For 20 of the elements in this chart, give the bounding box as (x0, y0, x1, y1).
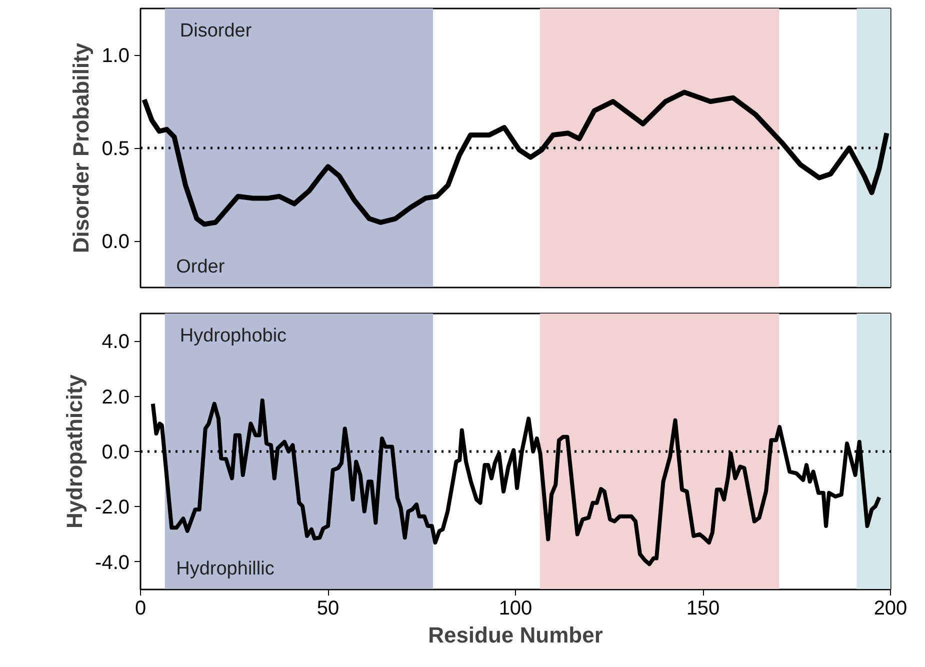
x-tick-label: 0 (134, 598, 146, 620)
y-tick-label: 0.0 (102, 442, 130, 464)
annotation: Order (176, 256, 226, 278)
y-tick-label: 0.5 (102, 138, 130, 160)
y-tick-label: -4.0 (95, 552, 130, 574)
x-tick-label: 150 (686, 598, 720, 620)
x-tick-label: 50 (316, 598, 340, 620)
annotation: Hydrophobic (180, 326, 287, 346)
y-axis-title: Hydropathicity (62, 374, 88, 529)
annotation: Disorder (180, 20, 252, 42)
annotation: Hydrophillic (176, 558, 274, 580)
y-tick-label: 2.0 (102, 386, 130, 408)
x-axis-title: Residue Number (428, 622, 604, 648)
y-tick-label: -2.0 (95, 496, 130, 519)
y-axis-title: Disorder Probability (68, 42, 94, 254)
x-tick-label: 100 (498, 598, 532, 620)
x-tick-label: 200 (874, 598, 908, 620)
y-tick-label: 4.0 (102, 331, 130, 354)
y-tick-label: 0.0 (102, 231, 130, 253)
y-tick-label: 1.0 (102, 45, 130, 67)
